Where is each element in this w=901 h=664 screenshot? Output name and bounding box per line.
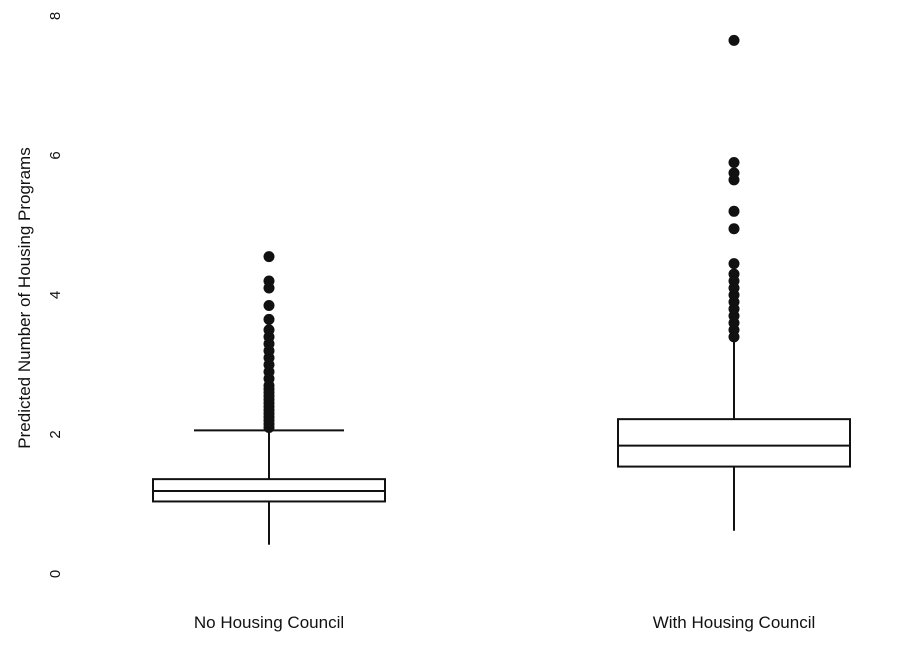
outlier-point — [263, 275, 275, 287]
x-category-label: No Housing Council — [194, 613, 344, 632]
outlier-point — [728, 34, 740, 46]
outlier-point — [728, 268, 740, 280]
boxes-group — [152, 34, 851, 545]
outlier-point — [263, 299, 275, 311]
outlier-point — [263, 313, 275, 325]
y-axis-label: Predicted Number of Housing Programs — [15, 147, 34, 448]
box-group — [617, 34, 851, 531]
outlier-point — [263, 251, 275, 263]
y-tick-label: 0 — [47, 570, 64, 578]
outlier-point — [728, 258, 740, 270]
outlier-point — [728, 167, 740, 179]
y-axis-ticks: 0 2 4 6 8 — [47, 12, 64, 578]
iqr-box — [617, 418, 851, 468]
category-labels: No Housing Council With Housing Council — [194, 613, 815, 632]
y-tick-label: 6 — [47, 151, 64, 159]
y-tick-label: 2 — [47, 430, 64, 438]
y-tick-label: 8 — [47, 12, 64, 20]
outlier-point — [728, 223, 740, 235]
y-tick-label: 4 — [47, 291, 64, 299]
outlier-point — [728, 156, 740, 168]
x-category-label: With Housing Council — [653, 613, 816, 632]
outlier-point — [728, 205, 740, 217]
outlier-point — [263, 324, 275, 336]
box-group — [152, 251, 386, 545]
